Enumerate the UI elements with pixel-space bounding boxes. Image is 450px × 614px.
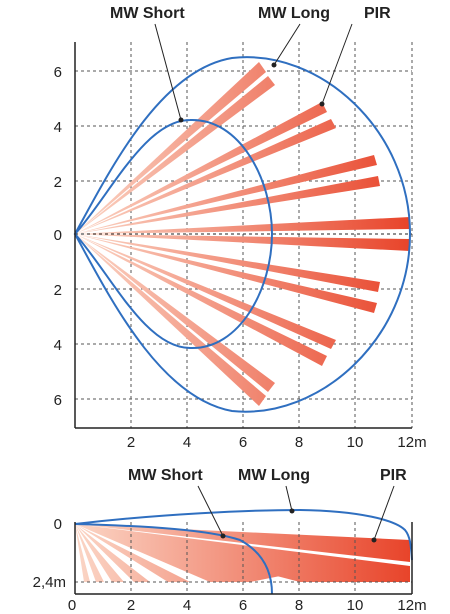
x-tick-label: 10 <box>347 434 364 451</box>
x-tick-label: 12m <box>397 434 426 451</box>
side-x-tick-label: 12m <box>397 597 426 614</box>
pir-beam <box>75 234 275 392</box>
mw-long-leader <box>273 23 301 66</box>
mw-long-zone <box>73 56 412 413</box>
pir-beam <box>75 234 380 292</box>
side-view-plot: MW Short MW Long PIR 0 2,4m 0 2 4 6 8 10… <box>33 467 427 614</box>
pir-leader-dot <box>319 101 325 107</box>
side-x-tick-label: 4 <box>183 597 191 614</box>
pir-beam <box>75 119 336 234</box>
pir-beams <box>75 62 410 406</box>
pir-beam <box>75 102 327 234</box>
y-tick-label: 4 <box>54 337 62 354</box>
pir-beam <box>75 76 275 234</box>
side-grid <box>75 522 412 594</box>
side-pir-leader-dot <box>371 537 377 543</box>
y-tick-label: 6 <box>54 392 62 409</box>
pir-beam <box>75 234 336 349</box>
x-tick-label: 4 <box>183 434 191 451</box>
side-pir-beam <box>75 524 150 582</box>
side-pir-label: PIR <box>380 467 407 484</box>
mw-short-leader <box>154 23 182 121</box>
side-mw-long-label: MW Long <box>238 467 310 484</box>
mw-short-leader-dot <box>178 117 184 123</box>
pir-beam <box>75 234 377 313</box>
top-y-ticks: 6 4 2 0 2 4 6 <box>54 64 62 409</box>
pir-beam <box>75 62 266 234</box>
pir-label: PIR <box>364 5 391 22</box>
top-view-plot: MW Short MW Long PIR 6 4 2 0 2 4 6 2 4 6… <box>54 5 427 451</box>
side-pir-beam <box>75 524 124 582</box>
pir-beam <box>75 234 266 406</box>
side-x-tick-label: 0 <box>68 597 76 614</box>
x-tick-label: 2 <box>127 434 135 451</box>
mw-short-zone <box>73 118 274 350</box>
side-pir-beam <box>75 524 190 582</box>
side-mw-short-label: MW Short <box>128 467 203 484</box>
pir-beam <box>75 176 380 234</box>
side-mw-short-leader-dot <box>220 533 226 539</box>
y-tick-label: 4 <box>54 119 62 136</box>
side-y-tick-label: 0 <box>54 516 62 533</box>
side-pir-leader <box>373 485 395 541</box>
mw-short-label: MW Short <box>110 5 185 22</box>
side-y-tick-label: 2,4m <box>33 574 66 591</box>
mw-long-label: MW Long <box>258 5 330 22</box>
y-tick-label: 0 <box>54 227 62 244</box>
side-mw-long-zone <box>74 508 413 561</box>
top-x-ticks: 2 4 6 8 10 12m <box>127 434 427 451</box>
pir-beam <box>75 217 410 234</box>
side-x-tick-label: 6 <box>239 597 247 614</box>
y-tick-label: 6 <box>54 64 62 81</box>
side-pir-beam <box>75 524 104 582</box>
side-mw-long-leader <box>285 485 293 512</box>
side-mw-long-leader-dot <box>289 508 295 514</box>
y-tick-label: 2 <box>54 174 62 191</box>
side-mw-short-leader <box>197 485 224 537</box>
side-x-tick-label: 2 <box>127 597 135 614</box>
pir-beam <box>75 155 377 234</box>
mw-long-leader-dot <box>271 62 277 68</box>
side-x-tick-label: 10 <box>347 597 364 614</box>
side-mw-short-zone <box>74 523 273 595</box>
x-tick-label: 8 <box>295 434 303 451</box>
pir-beam <box>75 234 327 366</box>
side-x-ticks: 0 2 4 6 8 10 12m <box>68 597 427 614</box>
side-x-tick-label: 8 <box>295 597 303 614</box>
side-pir-beam <box>75 524 90 582</box>
pir-beam <box>75 234 410 251</box>
y-tick-label: 2 <box>54 282 62 299</box>
pir-leader <box>321 23 353 105</box>
x-tick-label: 6 <box>239 434 247 451</box>
